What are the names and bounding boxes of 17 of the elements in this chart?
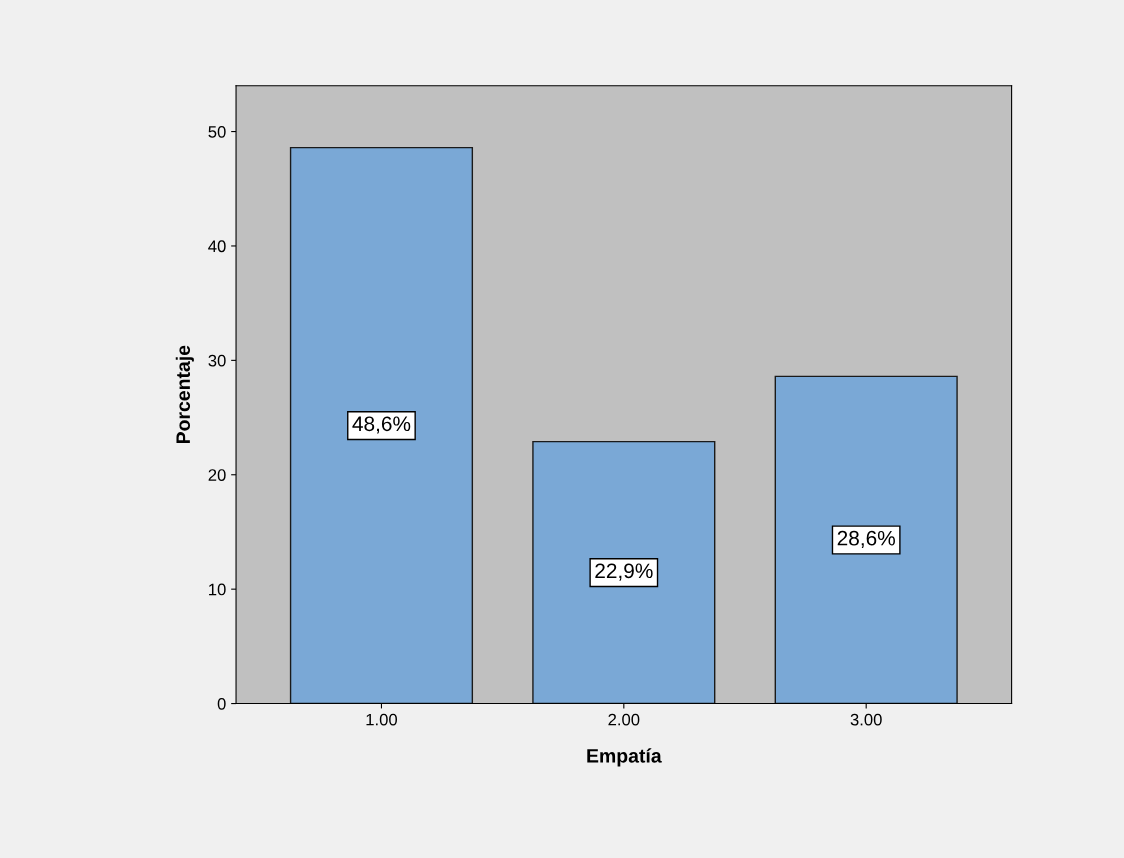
y-tick-label: 40 — [208, 240, 226, 253]
y-tick-label: 10 — [209, 583, 226, 596]
x-axis-title: Empatía — [587, 748, 662, 767]
bar — [774, 375, 958, 704]
y-tick-label: 30 — [208, 354, 226, 367]
x-tick-label: 1.00 — [366, 713, 398, 726]
data-label: 28,6% — [837, 530, 895, 549]
data-label: 48,6% — [352, 416, 411, 434]
data-label: 22,9% — [595, 563, 653, 581]
x-tick-label: 3.00 — [850, 713, 882, 726]
y-axis-title: Porcentaje — [175, 345, 194, 444]
y-tick-label: 50 — [208, 125, 226, 138]
x-tick-label: 2.00 — [608, 713, 640, 726]
bar — [289, 146, 474, 704]
y-tick-label: 20 — [208, 469, 226, 481]
y-tick-label: 0 — [217, 697, 226, 710]
bar — [532, 440, 716, 704]
